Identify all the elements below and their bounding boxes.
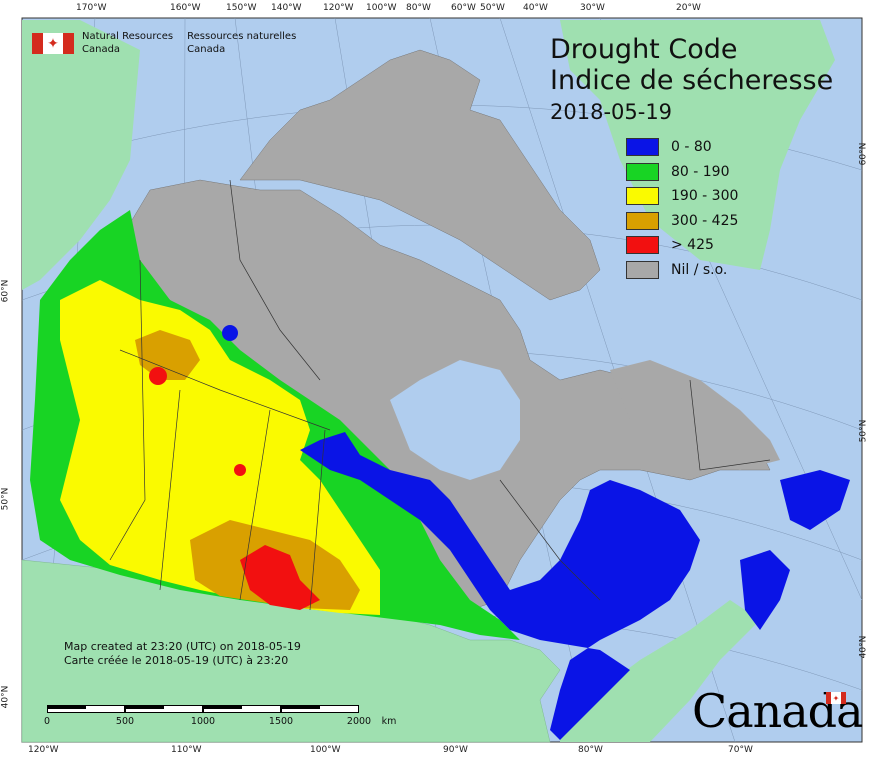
graticule-label: 20°W bbox=[676, 3, 701, 13]
zone-0-80-spot bbox=[222, 325, 238, 341]
graticule-label: 90°W bbox=[443, 745, 468, 755]
title-fr: Indice de sécheresse bbox=[550, 65, 834, 96]
graticule-label: 40°N bbox=[858, 635, 869, 659]
graticule-label: 140°W bbox=[271, 3, 302, 13]
hudson-bay bbox=[390, 360, 520, 480]
scale-segment bbox=[47, 705, 125, 713]
graticule-label: 120°W bbox=[28, 745, 59, 755]
nil-arctic-islands bbox=[239, 49, 601, 301]
graticule-label: 80°W bbox=[406, 3, 431, 13]
legend-swatch bbox=[626, 138, 659, 157]
scale-label: 500 bbox=[115, 716, 135, 727]
graticule-label: 100°W bbox=[310, 745, 341, 755]
legend-swatch bbox=[626, 187, 659, 206]
graticule-label: 30°W bbox=[580, 3, 605, 13]
legend-label: 300 - 425 bbox=[671, 212, 739, 229]
zone-over-425-spot bbox=[234, 464, 246, 476]
graticule-label: 60°N bbox=[0, 279, 11, 303]
scale-label: 0 bbox=[43, 716, 51, 727]
provincial-borders bbox=[109, 179, 771, 611]
scale-subsegment bbox=[125, 705, 164, 709]
title-date: 2018-05-19 bbox=[550, 100, 673, 124]
legend-item: > 425 bbox=[626, 233, 738, 258]
zone-0-80-maritimes bbox=[740, 550, 790, 630]
title-en: Drought Code bbox=[550, 34, 738, 65]
greenland-land bbox=[560, 20, 835, 270]
graticule-label: 120°W bbox=[323, 3, 354, 13]
scale-label: 2000 bbox=[346, 716, 372, 727]
scale-segment bbox=[125, 705, 203, 713]
agency-en-line2: Canada bbox=[82, 44, 121, 55]
legend-swatch bbox=[626, 162, 659, 181]
scale-subsegment bbox=[203, 705, 242, 709]
agency-fr-line1: Ressources naturelles bbox=[187, 31, 297, 42]
map-title: Drought Code Indice de sécheresse 2018-0… bbox=[550, 34, 833, 126]
graticule-label: 50°W bbox=[480, 3, 505, 13]
creation-note-en: Map created at 23:20 (UTC) on 2018-05-19 bbox=[64, 640, 301, 653]
scale-subsegment bbox=[281, 705, 320, 709]
graticule-label: 100°W bbox=[366, 3, 397, 13]
alaska-land bbox=[22, 20, 140, 290]
graticule-label: 70°W bbox=[728, 745, 753, 755]
graticule-label: 50°N bbox=[858, 419, 869, 443]
graticule-label: 50°N bbox=[0, 487, 11, 511]
scale-unit: km bbox=[381, 716, 397, 727]
agency-name-en: Natural Resources Canada bbox=[82, 30, 173, 56]
scale-subsegment bbox=[47, 705, 86, 709]
legend-swatch bbox=[626, 236, 659, 255]
agency-header: ✦ Natural Resources Canada Ressources na… bbox=[32, 30, 310, 56]
creation-note-fr: Carte créée le 2018-05-19 (UTC) à 23:20 bbox=[64, 654, 289, 667]
graticule-label: 160°W bbox=[170, 3, 201, 13]
legend: 0 - 80 80 - 190 190 - 300 300 - 425 > 425 Nil… bbox=[626, 135, 738, 282]
legend-item: 80 - 190 bbox=[626, 160, 738, 185]
graticule-label: 80°W bbox=[578, 745, 603, 755]
wordmark-flag-icon: ✦ bbox=[826, 692, 846, 704]
graticule-label: 40°W bbox=[523, 3, 548, 13]
graticule-label: 110°W bbox=[171, 745, 202, 755]
zone-0-80-newfoundland bbox=[780, 470, 850, 530]
agency-en-line1: Natural Resources bbox=[82, 31, 174, 42]
zone-300-425-north bbox=[135, 330, 200, 380]
agency-name-fr: Ressources naturelles Canada bbox=[187, 30, 296, 56]
graticule-label: 170°W bbox=[76, 3, 107, 13]
legend-item: 0 - 80 bbox=[626, 135, 738, 160]
zone-over-425-north bbox=[149, 367, 167, 385]
scale-label: 1000 bbox=[190, 716, 216, 727]
legend-item: 300 - 425 bbox=[626, 209, 738, 234]
legend-swatch bbox=[626, 260, 659, 279]
graticule-label: 60°N bbox=[858, 142, 869, 166]
scale-label: 1500 bbox=[268, 716, 294, 727]
agency-fr-line2: Canada bbox=[187, 44, 226, 55]
legend-label: Nil / s.o. bbox=[671, 261, 728, 278]
legend-item: Nil / s.o. bbox=[626, 258, 738, 283]
legend-label: > 425 bbox=[671, 237, 714, 254]
graticule-label: 60°W bbox=[451, 3, 476, 13]
usa-east-land bbox=[560, 600, 760, 742]
legend-label: 190 - 300 bbox=[671, 188, 739, 205]
scale-segment bbox=[281, 705, 359, 713]
canada-flag-icon: ✦ bbox=[32, 33, 74, 54]
scale-bar: 0 500 1000 1500 2000 km bbox=[43, 705, 396, 727]
graticule-label: 40°N bbox=[0, 685, 11, 709]
scale-segment bbox=[203, 705, 281, 713]
legend-item: 190 - 300 bbox=[626, 184, 738, 209]
creation-note: Map created at 23:20 (UTC) on 2018-05-19… bbox=[64, 640, 301, 668]
legend-label: 80 - 190 bbox=[671, 163, 730, 180]
nil-labrador bbox=[610, 360, 780, 470]
legend-label: 0 - 80 bbox=[671, 139, 712, 156]
zone-over-425-south bbox=[240, 545, 320, 610]
legend-swatch bbox=[626, 211, 659, 230]
zone-0-80-east bbox=[300, 432, 700, 740]
graticule-label: 150°W bbox=[226, 3, 257, 13]
